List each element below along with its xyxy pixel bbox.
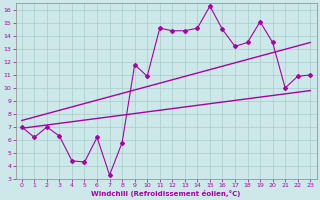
X-axis label: Windchill (Refroidissement éolien,°C): Windchill (Refroidissement éolien,°C) <box>91 190 241 197</box>
